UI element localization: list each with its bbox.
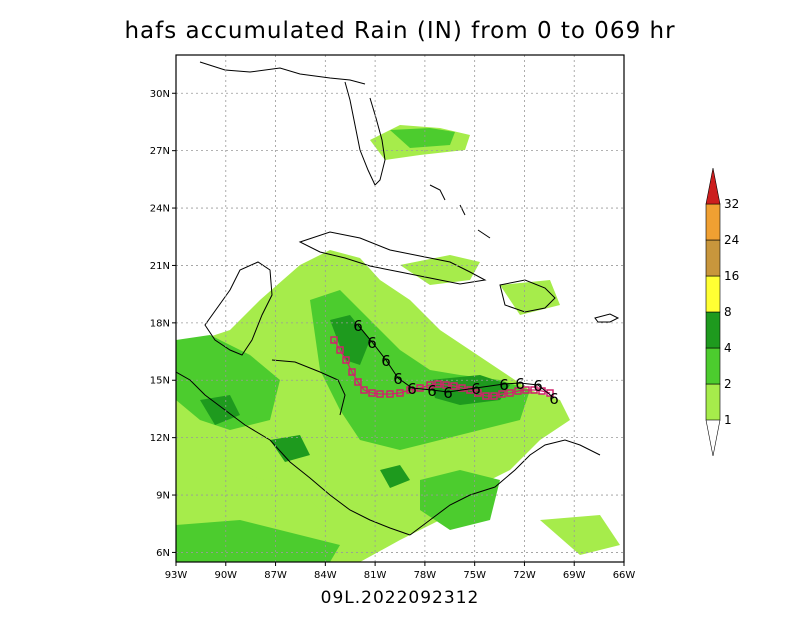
x-tick-label: 72W [513,570,536,581]
footer-label: 09L.2022092312 [320,588,480,608]
y-tick-label: 30N [150,89,170,100]
y-tick-label: 27N [150,146,170,157]
colorbar-label: 32 [724,197,739,211]
colorbar-segment [705,203,721,241]
y-tick-label: 6N [156,548,170,559]
colorbar-label: 4 [724,341,732,355]
colorbar-segment [705,239,721,277]
colorbar-bottom-triangle [705,419,721,457]
hurricane-symbol: 6 [443,384,453,402]
hurricane-symbol: 6 [471,380,481,398]
y-tick-label: 18N [150,318,170,329]
track-marker [514,387,522,395]
map-frame [175,54,625,563]
colorbar-label: 1 [724,413,732,427]
hurricane-symbol: 6 [367,334,377,352]
x-tick-label: 84W [314,570,337,581]
y-tick-label: 12N [150,433,170,444]
rain-shading [176,125,620,562]
page-title: hafs accumulated Rain (IN) from 0 to 069… [124,18,676,44]
colorbar-segment [705,383,721,421]
y-tick-label: 24N [150,204,170,215]
track-marker [354,378,362,386]
track-marker [396,389,404,397]
track-marker [348,368,356,376]
hurricane-symbol: 6 [549,390,559,408]
colorbar-segment [705,275,721,313]
track-marker [450,382,458,390]
track-marker [434,380,442,388]
track-marker [482,392,490,400]
hurricane-symbol: 6 [381,352,391,370]
track-marker [342,356,350,364]
hurricane-symbol: 6 [407,380,417,398]
x-tick-label: 93W [165,570,188,581]
colorbar-label: 2 [724,377,732,391]
track-marker [466,386,474,394]
track-line [333,339,551,397]
hurricane-symbol: 6 [533,377,543,395]
x-tick-labels: 93W 90W 87W 84W 81W 78W 75W 72W 69W 66W [165,562,636,581]
hurricane-symbol: 6 [427,382,437,400]
track-marker [506,389,514,397]
y-tick-label: 15N [150,376,170,387]
track-marker [530,386,538,394]
x-tick-label: 69W [563,570,586,581]
track-marker [386,390,394,398]
colorbar-top-triangle [705,167,721,205]
track-marker [426,381,434,389]
colorbar-label: 24 [724,233,739,247]
track-marker [368,389,376,397]
track-marker [442,381,450,389]
track-line-black [357,324,555,399]
track-marker [490,392,498,400]
x-tick-label: 87W [264,570,287,581]
track-marker [522,386,530,394]
x-tick-label: 78W [414,570,437,581]
hurricane-symbol: 6 [499,376,509,394]
hurricane-symbol: 6 [393,370,403,388]
y-tick-label: 21N [150,261,170,272]
x-tick-label: 90W [214,570,237,581]
track-marker [376,390,384,398]
hurricane-symbol: 6 [515,375,525,393]
colorbar-label: 8 [724,305,732,319]
track-marker [330,336,338,344]
track-marker [498,390,506,398]
x-tick-label: 66W [613,570,636,581]
y-tick-labels: 6N 9N 12N 15N 18N 21N 24N 27N 30N [150,89,176,559]
track-marker [336,346,344,354]
track-marker [360,386,368,394]
colorbar-segment [705,347,721,385]
track-marker [474,389,482,397]
x-tick-label: 81W [364,570,387,581]
hurricane-symbol: 6 [353,317,363,335]
y-tick-label: 9N [156,491,170,502]
x-tick-label: 75W [463,570,486,581]
track-marker [546,389,554,397]
track-marker [458,384,466,392]
colorbar-segment [705,311,721,349]
colorbar-label: 16 [724,269,739,283]
